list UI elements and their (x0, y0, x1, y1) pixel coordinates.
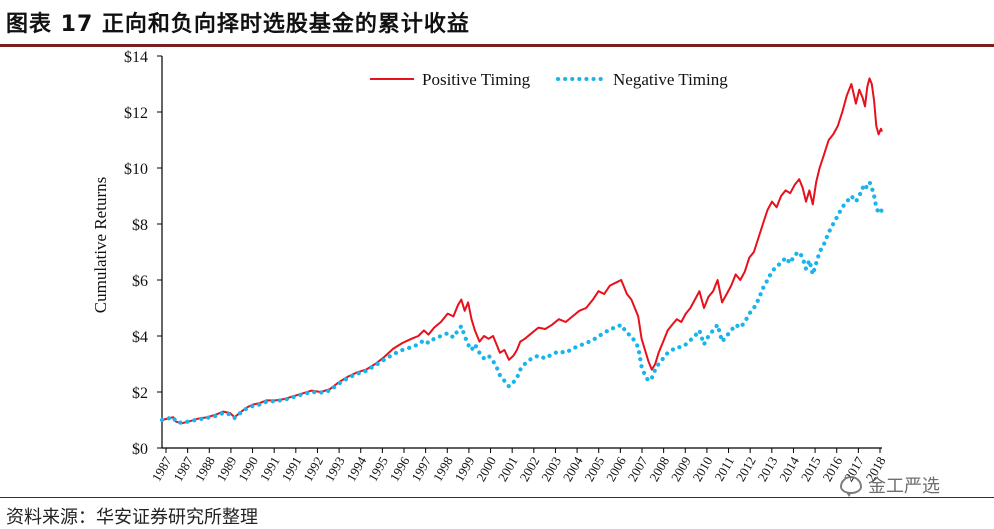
series-lines (159, 77, 885, 425)
x-tick-label: 2013 (754, 454, 780, 484)
x-tick-label: 2008 (646, 454, 672, 484)
y-tick-label: $4 (132, 329, 148, 346)
x-tick-label: 2007 (625, 454, 651, 484)
y-tick-label: $0 (132, 441, 148, 458)
source-note: 资料来源：华安证券研究所整理 (6, 507, 258, 528)
y-tick-label: $8 (132, 217, 148, 234)
x-tick-label: 2012 (733, 454, 759, 484)
x-tick-label: 2011 (711, 454, 737, 484)
series-line-positive-timing (161, 77, 883, 425)
watermark-text: 金工严选 (868, 476, 940, 497)
x-tick-label: 1994 (343, 454, 369, 484)
y-axis-ticks: $0 $2 $4 $6 $8 $10 $12 $14 (124, 49, 162, 458)
x-tick-label: 1991 (278, 454, 304, 484)
x-tick-label: 2005 (581, 454, 607, 484)
x-tick-label: 2006 (603, 454, 629, 484)
x-tick-label: 2003 (538, 454, 564, 484)
x-tick-label: 1988 (192, 454, 218, 484)
x-tick-label: 1999 (452, 454, 478, 484)
x-tick-label: 2001 (495, 454, 521, 484)
x-tick-label: 1991 (257, 454, 283, 484)
figure-title: 图表 17 正向和负向择时选股基金的累计收益 (6, 12, 470, 37)
legend: Positive Timing Negative Timing (370, 70, 728, 89)
footer-rule (0, 497, 994, 498)
x-tick-label: 1987 (149, 454, 175, 484)
y-tick-label: $12 (124, 105, 148, 122)
x-tick-label: 1989 (214, 454, 240, 484)
x-tick-label: 2004 (560, 454, 586, 484)
x-tick-label: 1987 (170, 454, 196, 484)
x-tick-label: 1990 (235, 454, 261, 484)
x-tick-label: 2002 (516, 454, 542, 484)
y-tick-label: $6 (132, 273, 148, 290)
y-axis-label: Cumulative Returns (91, 177, 110, 313)
title-rule (0, 44, 994, 47)
chat-bubble-icon (840, 476, 862, 497)
x-axis-ticks: 1987198719881989199019911991199219931994… (149, 448, 889, 484)
x-tick-label: 2010 (690, 454, 716, 484)
x-tick-label: 2015 (798, 454, 824, 484)
y-tick-label: $2 (132, 385, 148, 402)
x-tick-label: 1996 (387, 454, 413, 484)
x-tick-label: 1997 (408, 454, 434, 484)
cumulative-returns-chart: $0$2$4$6$8$10$12$14 19871987198819891990… (91, 49, 889, 484)
x-tick-label: 2000 (473, 454, 499, 484)
x-tick-label: 2014 (776, 454, 802, 484)
y-tick-label: $10 (124, 161, 148, 178)
legend-label-negative: Negative Timing (613, 70, 728, 89)
legend-label-positive: Positive Timing (422, 70, 531, 89)
x-tick-label: 1992 (300, 454, 326, 484)
watermark: 金工严选 (840, 472, 940, 498)
series-line-negative-timing (159, 177, 885, 425)
x-tick-label: 1993 (322, 454, 348, 484)
x-tick-label: 2009 (668, 454, 694, 484)
x-tick-label: 1998 (430, 454, 456, 484)
y-tick-label: $14 (124, 49, 148, 66)
x-tick-label: 1995 (365, 454, 391, 484)
